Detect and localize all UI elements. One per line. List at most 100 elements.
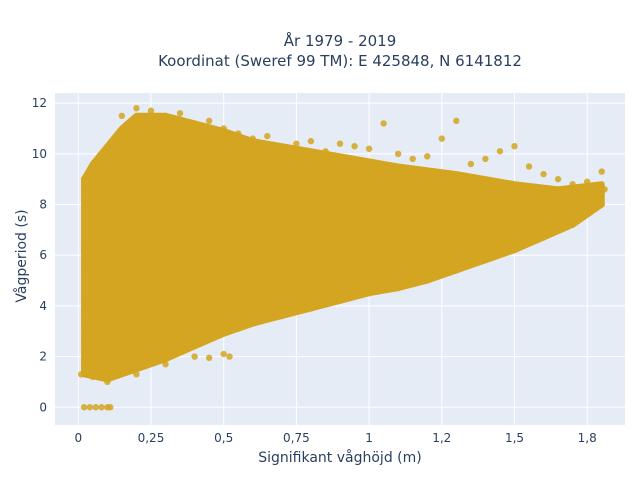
data-point bbox=[279, 146, 285, 152]
x-tick-label: 1,2 bbox=[432, 431, 451, 445]
y-tick-label: 2 bbox=[39, 350, 47, 364]
data-point bbox=[81, 262, 87, 268]
y-tick-label: 12 bbox=[32, 96, 47, 110]
data-point bbox=[424, 153, 430, 159]
data-point bbox=[439, 135, 445, 141]
data-point bbox=[569, 181, 575, 187]
scatter-chart: 0 0,25 0,5 0,75 1 1,2 1,5 1,8 024681012 År 1979… bbox=[0, 0, 640, 480]
data-point bbox=[84, 242, 90, 248]
data-point bbox=[90, 374, 96, 380]
data-point bbox=[107, 404, 113, 410]
data-point bbox=[98, 404, 104, 410]
data-point bbox=[482, 156, 488, 162]
data-point bbox=[279, 313, 285, 319]
x-tick-label: 1 bbox=[365, 431, 373, 445]
data-point bbox=[308, 138, 314, 144]
data-point bbox=[337, 140, 343, 146]
data-point bbox=[395, 285, 401, 291]
data-point bbox=[206, 355, 212, 361]
data-point bbox=[293, 140, 299, 146]
data-point bbox=[110, 138, 116, 144]
data-point bbox=[250, 320, 256, 326]
data-point bbox=[133, 105, 139, 111]
data-point bbox=[308, 305, 314, 311]
data-point bbox=[366, 146, 372, 152]
x-axis-title: Signifikant våghöjd (m) bbox=[258, 449, 421, 466]
data-point bbox=[351, 143, 357, 149]
data-point bbox=[468, 161, 474, 167]
data-point bbox=[540, 171, 546, 177]
data-point bbox=[206, 118, 212, 124]
data-point bbox=[81, 323, 87, 329]
data-point bbox=[87, 404, 93, 410]
data-point bbox=[599, 168, 605, 174]
data-point bbox=[322, 148, 328, 154]
x-tick-label: 1,8 bbox=[578, 431, 597, 445]
x-tick-label: 1,5 bbox=[505, 431, 524, 445]
data-point bbox=[93, 348, 99, 354]
data-point bbox=[599, 201, 605, 207]
data-point bbox=[366, 290, 372, 296]
data-point bbox=[220, 125, 226, 131]
x-tick-label: 0,5 bbox=[214, 431, 233, 445]
data-point bbox=[84, 303, 90, 309]
data-point bbox=[511, 247, 517, 253]
data-point bbox=[81, 404, 87, 410]
data-point bbox=[366, 252, 372, 258]
data-point bbox=[497, 148, 503, 154]
data-point bbox=[101, 214, 107, 220]
data-point bbox=[226, 353, 232, 359]
y-tick-label: 10 bbox=[32, 147, 47, 161]
data-point bbox=[133, 371, 139, 377]
data-point bbox=[526, 163, 532, 169]
data-point bbox=[439, 232, 445, 238]
y-tick-label: 4 bbox=[39, 299, 47, 313]
data-point bbox=[424, 189, 430, 195]
data-point bbox=[162, 113, 168, 119]
data-point bbox=[250, 135, 256, 141]
data-point bbox=[584, 179, 590, 185]
data-point bbox=[337, 298, 343, 304]
data-point bbox=[191, 353, 197, 359]
data-point bbox=[337, 176, 343, 182]
data-point bbox=[555, 176, 561, 182]
data-point bbox=[98, 265, 104, 271]
data-point bbox=[104, 158, 110, 164]
chart-title-line-1: År 1979 - 2019 bbox=[284, 31, 397, 50]
chart-title-line-2: Koordinat (Sweref 99 TM): E 425848, N 61… bbox=[158, 52, 522, 70]
data-point bbox=[395, 151, 401, 157]
data-point bbox=[220, 252, 226, 258]
data-point bbox=[264, 133, 270, 139]
data-point bbox=[453, 118, 459, 124]
data-point bbox=[250, 163, 256, 169]
data-point bbox=[81, 358, 87, 364]
data-point bbox=[511, 219, 517, 225]
data-point bbox=[482, 257, 488, 263]
y-tick-label: 6 bbox=[39, 248, 47, 262]
data-point bbox=[81, 176, 87, 182]
x-tick-label: 0,75 bbox=[283, 431, 310, 445]
data-point bbox=[424, 277, 430, 283]
data-point bbox=[410, 156, 416, 162]
y-axis-title: Vågperiod (s) bbox=[13, 209, 30, 302]
data-point bbox=[601, 186, 607, 192]
data-point bbox=[177, 110, 183, 116]
data-point bbox=[380, 120, 386, 126]
data-point bbox=[78, 371, 84, 377]
data-point bbox=[511, 143, 517, 149]
data-point bbox=[540, 234, 546, 240]
data-point bbox=[162, 361, 168, 367]
y-tick-label: 8 bbox=[39, 198, 47, 212]
data-point bbox=[569, 222, 575, 228]
x-tick-label: 0 bbox=[74, 431, 82, 445]
data-point bbox=[84, 341, 90, 347]
chart-root: 0 0,25 0,5 0,75 1 1,2 1,5 1,8 0 2 4 6 8 10 12 År 1979… bbox=[0, 0, 640, 480]
data-point bbox=[191, 120, 197, 126]
data-point bbox=[235, 130, 241, 136]
data-point bbox=[104, 379, 110, 385]
data-point bbox=[220, 351, 226, 357]
data-point bbox=[119, 113, 125, 119]
y-tick-label: 0 bbox=[39, 400, 47, 414]
data-point bbox=[293, 239, 299, 245]
data-point bbox=[93, 404, 99, 410]
